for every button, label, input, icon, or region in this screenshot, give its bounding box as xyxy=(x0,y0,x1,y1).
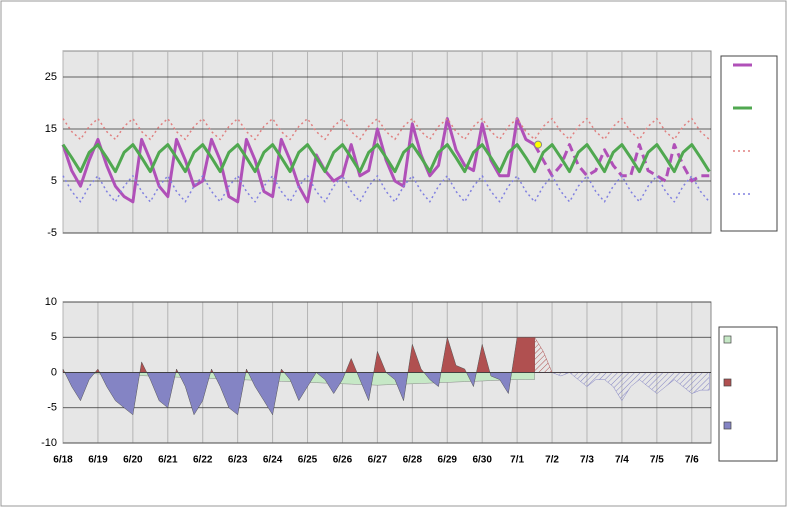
y-tick-label: 5 xyxy=(51,175,57,187)
x-tick-label: 6/18 xyxy=(53,455,73,466)
x-tick-label: 6/22 xyxy=(193,455,213,466)
x-tick-label: 6/25 xyxy=(298,455,318,466)
y-tick-label: 10 xyxy=(45,296,57,308)
series-line xyxy=(62,175,710,203)
y-tick-label: 0 xyxy=(51,366,57,378)
current-marker xyxy=(534,140,543,149)
x-tick-label: 6/21 xyxy=(158,455,178,466)
positive-area xyxy=(62,337,535,373)
legend-swatch xyxy=(723,421,732,430)
legend-box xyxy=(720,55,778,232)
x-tick-label: 7/2 xyxy=(545,455,559,466)
x-tick-label: 7/6 xyxy=(685,455,699,466)
x-tick-label: 6/30 xyxy=(472,455,492,466)
x-tick-label: 6/20 xyxy=(123,455,143,466)
y-tick-label: 5 xyxy=(51,331,57,343)
x-tick-label: 7/1 xyxy=(510,455,524,466)
y-tick-label: 15 xyxy=(45,123,57,135)
legend-swatch xyxy=(723,335,732,344)
x-tick-label: 6/28 xyxy=(403,455,423,466)
series-line xyxy=(61,143,711,174)
legend-swatch xyxy=(723,378,732,387)
negative-area xyxy=(534,372,710,402)
x-tick-label: 6/23 xyxy=(228,455,248,466)
x-tick-label: 6/24 xyxy=(263,455,283,466)
y-tick-label: -10 xyxy=(41,437,57,449)
x-tick-label: 7/5 xyxy=(650,455,664,466)
y-tick-label: -5 xyxy=(47,402,57,414)
negative-area xyxy=(62,372,535,416)
x-tick-label: 6/27 xyxy=(368,455,388,466)
x-tick-label: 6/19 xyxy=(88,455,108,466)
legend-box xyxy=(718,326,778,462)
x-tick-label: 6/29 xyxy=(438,455,458,466)
x-tick-label: 6/26 xyxy=(333,455,353,466)
x-tick-label: 7/4 xyxy=(615,455,629,466)
y-tick-label: -5 xyxy=(47,227,57,239)
y-tick-label: 25 xyxy=(45,71,57,83)
plot-area xyxy=(62,50,712,234)
x-tick-label: 7/3 xyxy=(580,455,594,466)
